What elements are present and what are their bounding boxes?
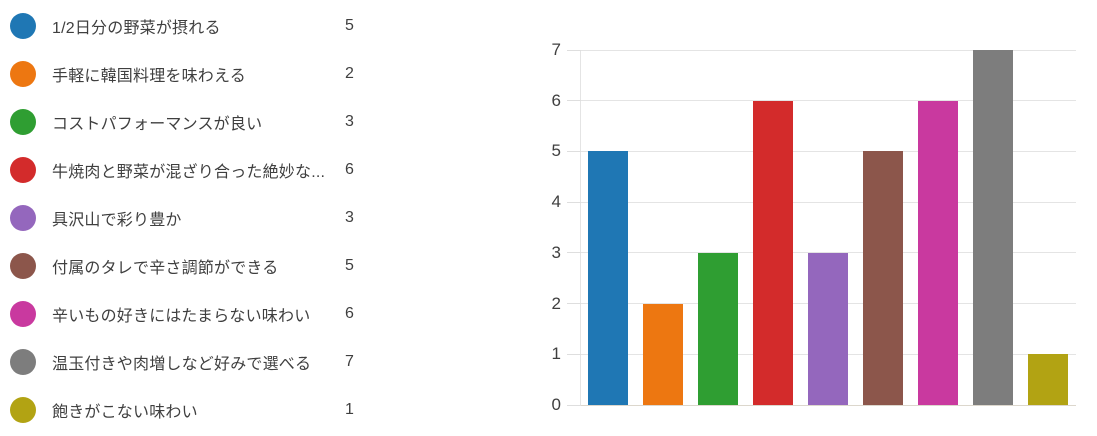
y-axis-label: 3 — [551, 242, 561, 262]
gridline-y0 — [581, 404, 1076, 406]
legend-item-value: 6 — [345, 305, 354, 322]
legend-item: 温玉付きや肉増しなど好みで選べる 7 — [10, 338, 400, 386]
plot-area: 0 1 2 3 4 5 6 7 — [552, 40, 1076, 414]
y-axis-tick — [567, 353, 581, 355]
bar-1 — [588, 151, 628, 405]
y-axis-tick — [567, 49, 581, 51]
gridline-y6 — [581, 100, 1076, 102]
y-axis-tick — [567, 303, 581, 305]
bar-5 — [808, 252, 848, 405]
legend-item: 飽きがこない味わい 1 — [10, 386, 400, 434]
legend-item: 具沢山で彩り豊か 3 — [10, 194, 400, 242]
legend-item-label: 牛焼肉と野菜が混ざり合った絶妙な... — [52, 164, 326, 181]
legend-item: 牛焼肉と野菜が混ざり合った絶妙な... 6 — [10, 146, 400, 194]
legend-item-value: 6 — [345, 161, 354, 178]
legend-color-dot — [10, 13, 36, 39]
y-axis-tick — [567, 100, 581, 102]
y-axis-label: 6 — [551, 90, 561, 110]
y-axis-label: 0 — [551, 395, 561, 414]
y-axis-tick — [567, 404, 581, 406]
gridline-y5 — [581, 150, 1076, 152]
y-axis-label: 7 — [551, 40, 561, 59]
legend-item-value: 2 — [345, 65, 354, 82]
y-axis-label: 5 — [551, 141, 561, 161]
legend-item: 付属のタレで辛さ調節ができる 5 — [10, 242, 400, 290]
chart-legend: 1/2日分の野菜が摂れる 5 手軽に韓国料理を味わえる 2 コストパフォーマンスが良い 3… — [10, 2, 400, 434]
legend-item-value: 1 — [345, 401, 354, 418]
legend-item-label: 1/2日分の野菜が摂れる — [52, 20, 221, 37]
bar-6 — [863, 151, 903, 405]
legend-item-label: 温玉付きや肉増しなど好みで選べる — [52, 356, 312, 373]
legend-item-value: 3 — [345, 113, 354, 130]
gridline-y7 — [581, 49, 1076, 51]
bar-chart: 0 1 2 3 4 5 6 7 — [540, 0, 1097, 436]
legend-item-value: 5 — [345, 257, 354, 274]
legend-item: コストパフォーマンスが良い 3 — [10, 98, 400, 146]
bar-8 — [973, 50, 1013, 405]
legend-color-dot — [10, 205, 36, 231]
y-axis-label: 2 — [551, 293, 561, 313]
legend-item-value: 5 — [345, 17, 354, 34]
legend-item-label: 付属のタレで辛さ調節ができる — [52, 260, 279, 277]
legend-color-dot — [10, 301, 36, 327]
legend-item-label: コストパフォーマンスが良い — [52, 116, 263, 133]
legend-item-label: 手軽に韓国料理を味わえる — [52, 68, 246, 85]
y-axis-label: 1 — [551, 344, 561, 364]
legend-color-dot — [10, 349, 36, 375]
legend-item-label: 辛いもの好きにはたまらない味わい — [52, 308, 311, 325]
legend-item-label: 具沢山で彩り豊か — [52, 212, 182, 229]
legend-item: 1/2日分の野菜が摂れる 5 — [10, 2, 400, 50]
legend-color-dot — [10, 109, 36, 135]
legend-color-dot — [10, 157, 36, 183]
y-axis-tick — [567, 252, 581, 254]
gridline-y4 — [581, 201, 1076, 203]
y-axis-tick — [567, 201, 581, 203]
bar-9 — [1028, 354, 1068, 405]
legend-item-label: 飽きがこない味わい — [52, 404, 198, 421]
legend-color-dot — [10, 397, 36, 423]
legend-item-value: 3 — [345, 209, 354, 226]
gridline-y3 — [581, 252, 1076, 254]
y-axis-tick — [567, 150, 581, 152]
bar-4 — [753, 100, 793, 405]
legend-color-dot — [10, 61, 36, 87]
legend-item-value: 7 — [345, 353, 354, 370]
legend-item: 手軽に韓国料理を味わえる 2 — [10, 50, 400, 98]
bar-7 — [918, 100, 958, 405]
bar-3 — [698, 252, 738, 405]
bar-2 — [643, 303, 683, 405]
legend-color-dot — [10, 253, 36, 279]
legend-item: 辛いもの好きにはたまらない味わい 6 — [10, 290, 400, 338]
y-axis-label: 4 — [551, 192, 561, 212]
